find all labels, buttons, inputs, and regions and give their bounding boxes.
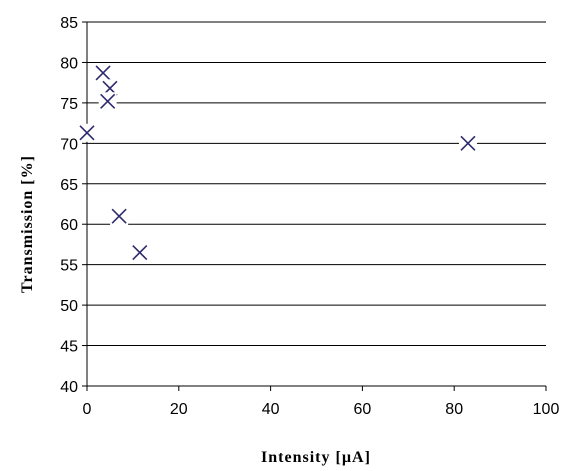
data-point-3 (98, 92, 117, 111)
y-tick-label-65: 65 (60, 177, 78, 194)
y-tick-label-40: 40 (60, 379, 78, 396)
data-point-6 (458, 134, 477, 153)
y-tick-label-80: 80 (60, 55, 78, 72)
y-tick-label-70: 70 (60, 136, 78, 153)
y-tick-labels: 40 45 50 55 60 65 70 75 80 85 (60, 15, 78, 396)
x-tick-label-80: 80 (445, 401, 463, 418)
x-tick-label-40: 40 (262, 401, 280, 418)
x-tick-label-100: 100 (533, 401, 560, 418)
data-point-0 (78, 123, 96, 142)
y-tick-label-45: 45 (60, 339, 78, 356)
data-point-1 (94, 63, 113, 82)
x-tick-label-0: 0 (83, 401, 92, 418)
axes (82, 21, 547, 391)
y-tick-label-60: 60 (60, 217, 78, 234)
x-tick-label-20: 20 (170, 401, 188, 418)
y-tick-label-50: 50 (60, 298, 78, 315)
data-point-4 (110, 207, 129, 226)
x-tick-labels: 0 20 40 60 80 100 (83, 401, 560, 418)
y-tick-label-55: 55 (60, 258, 78, 275)
y-tick-label-85: 85 (60, 15, 78, 32)
y-tick-label-75: 75 (60, 96, 78, 113)
y-axis-label: Transmission [%] (19, 155, 36, 293)
data-points (78, 63, 477, 262)
gridlines (87, 21, 546, 347)
x-tick-label-60: 60 (354, 401, 372, 418)
x-axis-label: Intensity [µA] (261, 449, 371, 466)
data-point-5 (130, 243, 149, 262)
